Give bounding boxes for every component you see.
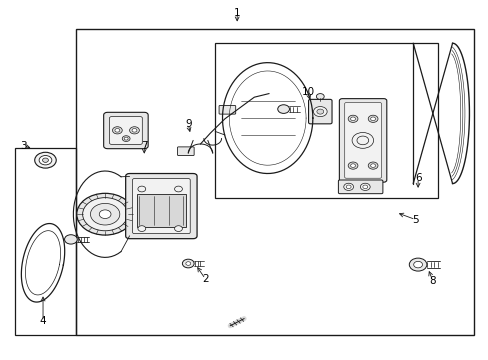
- Circle shape: [124, 137, 128, 140]
- Circle shape: [343, 183, 353, 190]
- FancyBboxPatch shape: [109, 117, 142, 144]
- Circle shape: [39, 156, 52, 165]
- Circle shape: [360, 183, 369, 190]
- Circle shape: [277, 105, 289, 113]
- Circle shape: [370, 164, 375, 167]
- Circle shape: [90, 203, 120, 225]
- FancyBboxPatch shape: [103, 112, 148, 149]
- FancyBboxPatch shape: [339, 99, 386, 182]
- Circle shape: [115, 129, 120, 132]
- Circle shape: [413, 261, 422, 268]
- Text: 8: 8: [428, 276, 435, 286]
- Circle shape: [174, 186, 182, 192]
- FancyBboxPatch shape: [219, 105, 235, 114]
- Circle shape: [112, 127, 122, 134]
- Bar: [137, 194, 185, 227]
- FancyBboxPatch shape: [125, 174, 197, 239]
- Text: 5: 5: [411, 215, 418, 225]
- Text: 2: 2: [202, 274, 208, 284]
- Circle shape: [138, 226, 145, 231]
- Circle shape: [313, 107, 326, 117]
- Bar: [215, 43, 437, 198]
- Circle shape: [346, 185, 350, 189]
- Bar: [76, 29, 473, 335]
- Circle shape: [367, 162, 377, 169]
- FancyBboxPatch shape: [132, 179, 190, 234]
- Circle shape: [42, 158, 48, 162]
- FancyBboxPatch shape: [338, 180, 382, 194]
- Circle shape: [99, 210, 111, 219]
- Circle shape: [182, 259, 194, 268]
- Text: 10: 10: [301, 87, 314, 97]
- Circle shape: [367, 115, 377, 122]
- FancyBboxPatch shape: [308, 99, 331, 124]
- Circle shape: [132, 129, 137, 132]
- Circle shape: [408, 258, 426, 271]
- Text: 7: 7: [141, 141, 147, 151]
- Circle shape: [174, 226, 182, 231]
- Text: 3: 3: [20, 141, 27, 151]
- Circle shape: [350, 117, 355, 121]
- Circle shape: [316, 94, 324, 99]
- Text: 4: 4: [40, 316, 46, 326]
- Text: 9: 9: [184, 119, 191, 129]
- Bar: [15, 148, 76, 335]
- Circle shape: [35, 152, 56, 168]
- Circle shape: [77, 193, 133, 235]
- Text: 6: 6: [414, 173, 421, 183]
- Circle shape: [64, 235, 77, 244]
- Circle shape: [347, 115, 357, 122]
- FancyBboxPatch shape: [177, 147, 194, 156]
- Circle shape: [347, 162, 357, 169]
- Circle shape: [350, 164, 355, 167]
- Circle shape: [129, 127, 139, 134]
- Circle shape: [138, 186, 145, 192]
- Circle shape: [122, 136, 130, 141]
- Circle shape: [316, 109, 323, 114]
- Circle shape: [370, 117, 375, 121]
- Circle shape: [362, 185, 367, 189]
- FancyBboxPatch shape: [344, 103, 381, 178]
- Circle shape: [185, 262, 190, 265]
- Circle shape: [82, 198, 127, 231]
- Text: 1: 1: [233, 8, 240, 18]
